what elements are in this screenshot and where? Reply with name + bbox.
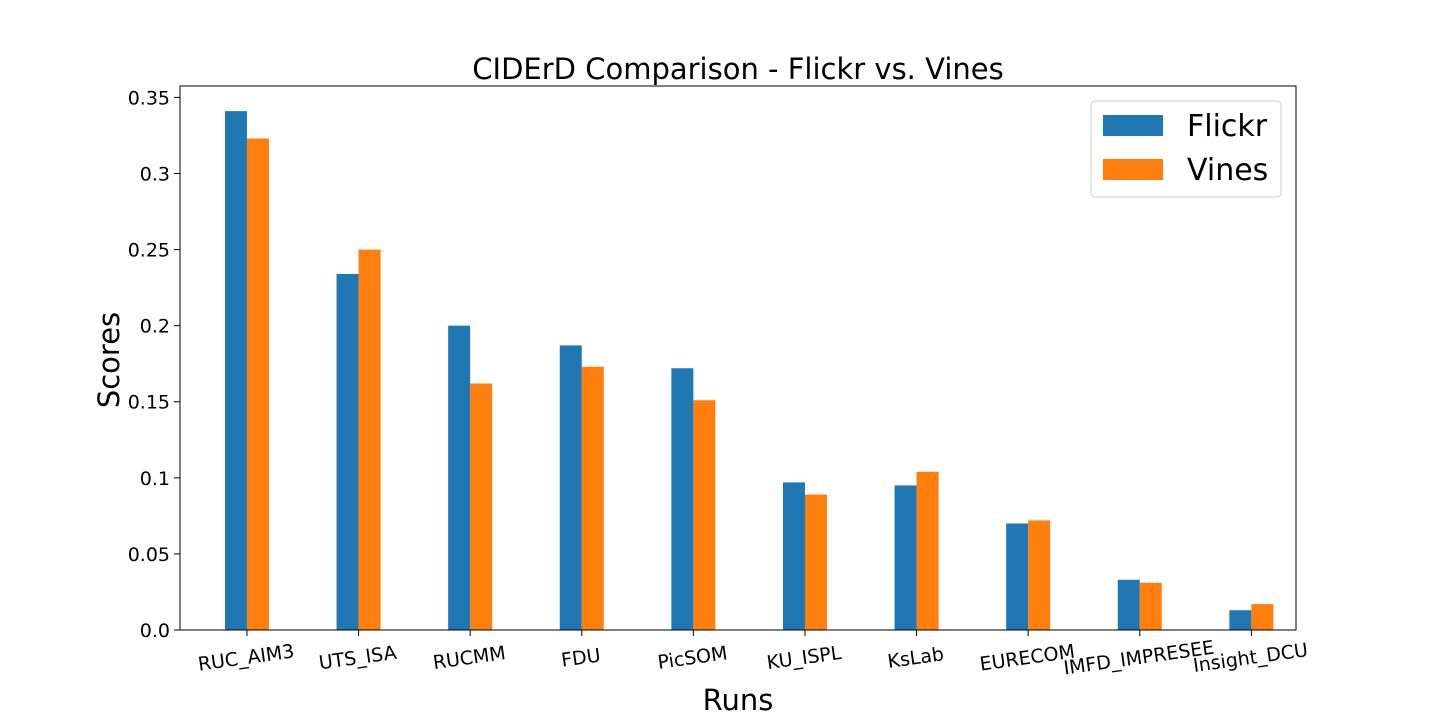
bar-vines-uts_isa bbox=[359, 250, 381, 630]
bar-flickr-ku_ispl bbox=[783, 482, 805, 630]
bar-flickr-picsom bbox=[671, 368, 693, 630]
bar-flickr-insight_dcu bbox=[1229, 610, 1251, 630]
x-tick-label: RUCMM bbox=[432, 642, 508, 674]
x-tick-label: KsLab bbox=[886, 643, 945, 673]
y-tick-label: 0.1 bbox=[140, 468, 170, 490]
bar-vines-fdu bbox=[582, 367, 604, 630]
bar-flickr-fdu bbox=[560, 345, 582, 630]
bar-flickr-rucmm bbox=[448, 326, 470, 630]
bar-vines-picsom bbox=[693, 400, 715, 630]
bar-vines-ruc_aim3 bbox=[247, 139, 269, 631]
x-tick-label: PicSOM bbox=[656, 642, 729, 674]
bar-flickr-ruc_aim3 bbox=[225, 111, 247, 630]
x-axis-label: Runs bbox=[703, 683, 774, 717]
y-tick-label: 0.05 bbox=[128, 544, 170, 566]
bar-vines-eurecom bbox=[1028, 520, 1050, 630]
bar-flickr-uts_isa bbox=[337, 274, 359, 630]
legend-label-flickr: Flickr bbox=[1187, 109, 1268, 144]
y-axis-label: Scores bbox=[92, 312, 126, 408]
legend-label-vines: Vines bbox=[1187, 153, 1268, 188]
y-tick-label: 0.15 bbox=[128, 392, 170, 414]
chart: CIDErD Comparison - Flickr vs. Vines 0.0… bbox=[0, 0, 1440, 720]
chart-title: CIDErD Comparison - Flickr vs. Vines bbox=[472, 52, 1003, 86]
bar-vines-imfd_impresee bbox=[1140, 583, 1162, 630]
y-tick-label: 0.3 bbox=[140, 163, 170, 185]
legend-swatch-vines bbox=[1103, 159, 1163, 180]
bar-flickr-eurecom bbox=[1006, 523, 1028, 630]
bar-vines-ku_ispl bbox=[805, 495, 827, 630]
y-tick-label: 0.25 bbox=[128, 240, 170, 262]
x-tick-label: UTS_ISA bbox=[318, 642, 398, 675]
bar-vines-rucmm bbox=[470, 383, 492, 630]
bar-vines-kslab bbox=[917, 472, 939, 630]
y-tick-label: 0.35 bbox=[128, 87, 170, 109]
y-tick-label: 0.0 bbox=[140, 620, 170, 642]
y-tick-label: 0.2 bbox=[140, 316, 170, 338]
x-tick-label: KU_ISPL bbox=[765, 642, 843, 674]
legend: Flickr Vines bbox=[1091, 101, 1281, 197]
bar-flickr-kslab bbox=[895, 485, 917, 630]
x-tick-label: FDU bbox=[560, 644, 602, 671]
bar-flickr-imfd_impresee bbox=[1118, 580, 1140, 630]
legend-swatch-flickr bbox=[1103, 115, 1163, 136]
x-tick-label: RUC_AIM3 bbox=[197, 640, 296, 675]
bar-vines-insight_dcu bbox=[1251, 604, 1273, 630]
